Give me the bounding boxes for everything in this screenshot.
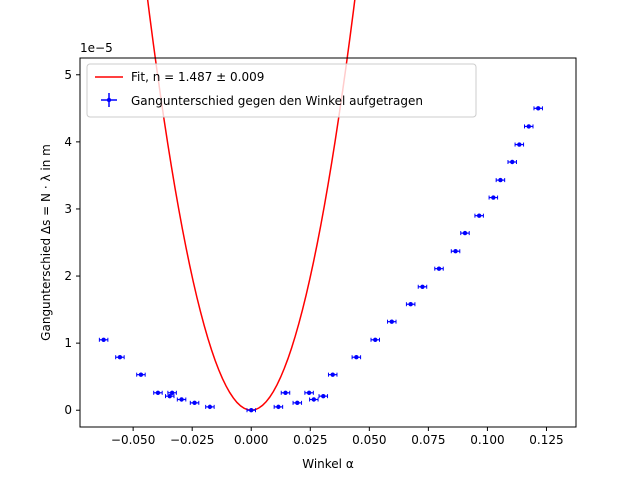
data-point [165, 393, 175, 399]
data-point [273, 404, 284, 410]
data-point [115, 355, 125, 360]
data-point [98, 337, 109, 342]
data-point [514, 142, 525, 147]
data-marker [207, 404, 213, 410]
y-tick-label: 5 [64, 68, 72, 82]
data-point [524, 124, 534, 129]
y-axis: 0 1 2 3 4 5 [64, 68, 80, 417]
legend-data-swatch-marker [106, 97, 112, 103]
data-marker [321, 393, 326, 399]
data-marker [389, 319, 394, 324]
data-marker [354, 355, 359, 360]
x-tick-label: 0.100 [470, 433, 504, 447]
data-point [280, 390, 291, 395]
data-marker [179, 397, 184, 402]
plot-content [98, 0, 543, 413]
data-point [292, 400, 303, 406]
data-point [387, 319, 397, 324]
legend-fit-label: Fit, n = 1.487 ± 0.009 [131, 70, 264, 84]
x-tick-label: −0.025 [170, 433, 214, 447]
x-tick-label: 0.000 [234, 433, 268, 447]
data-marker [295, 400, 300, 406]
data-marker [276, 404, 281, 410]
data-point [405, 302, 416, 307]
data-marker [517, 142, 522, 147]
x-tick-label: 0.125 [529, 433, 563, 447]
data-marker [510, 159, 515, 165]
data-marker [306, 390, 312, 395]
data-point [327, 372, 338, 377]
data-marker [420, 284, 425, 289]
data-point [246, 408, 256, 413]
data-marker [101, 337, 106, 342]
data-point [495, 177, 506, 183]
data-point [309, 397, 319, 402]
data-point [533, 106, 543, 111]
plot-frame [79, 57, 577, 428]
data-marker [536, 106, 541, 111]
data-point [351, 355, 362, 360]
data-point [507, 159, 517, 165]
data-marker [167, 393, 172, 399]
data-marker [330, 372, 335, 377]
data-marker [476, 213, 482, 218]
data-marker [453, 249, 458, 254]
data-point [176, 397, 187, 402]
data-point [434, 266, 444, 271]
data-marker [192, 400, 197, 406]
data-marker [138, 372, 144, 377]
data-marker [436, 266, 442, 271]
data-point [189, 400, 200, 406]
data-marker [491, 195, 496, 200]
x-tick-label: 0.075 [411, 433, 445, 447]
data-point [153, 390, 163, 395]
y-tick-label: 3 [64, 202, 72, 216]
data-point [318, 393, 329, 399]
data-point [136, 372, 146, 377]
y-tick-label: 0 [64, 403, 72, 417]
fit-curve [146, 0, 356, 411]
data-point [370, 337, 380, 342]
legend: Fit, n = 1.487 ± 0.009 Gangunterschied g… [86, 63, 477, 118]
data-marker [283, 390, 288, 395]
data-marker [117, 355, 123, 360]
data-marker [373, 337, 378, 342]
data-marker [498, 177, 503, 183]
data-marker [462, 230, 468, 236]
y-tick-label: 2 [64, 269, 72, 283]
y-tick-label: 1 [64, 336, 72, 350]
data-point [304, 390, 314, 395]
data-marker [169, 390, 175, 395]
x-tick-label: 0.025 [293, 433, 327, 447]
legend-data-label: Gangunterschied gegen den Winkel aufgetr… [131, 94, 423, 108]
offset-label: 1e−5 [80, 41, 113, 55]
legend-box [86, 63, 477, 118]
data-marker [249, 408, 254, 413]
data-point [205, 404, 215, 410]
data-point [167, 390, 177, 395]
x-axis: −0.050 −0.025 0.000 0.025 0.050 0.075 0.100 0.1… [111, 427, 564, 447]
data-point [488, 195, 499, 200]
data-marker [155, 390, 161, 395]
legend-data-swatch [101, 93, 117, 107]
x-axis-label: Winkel α [302, 457, 354, 471]
data-marker [311, 397, 317, 402]
data-point [460, 230, 470, 236]
y-axis-label: Gangunterschied Δs = N · λ in m [39, 144, 53, 341]
data-point [450, 249, 461, 254]
data-point [474, 213, 484, 218]
data-point [417, 284, 428, 289]
data-marker [526, 124, 531, 129]
x-tick-label: −0.050 [111, 433, 155, 447]
x-tick-label: 0.050 [352, 433, 386, 447]
y-tick-label: 4 [64, 135, 72, 149]
data-marker [408, 302, 413, 307]
